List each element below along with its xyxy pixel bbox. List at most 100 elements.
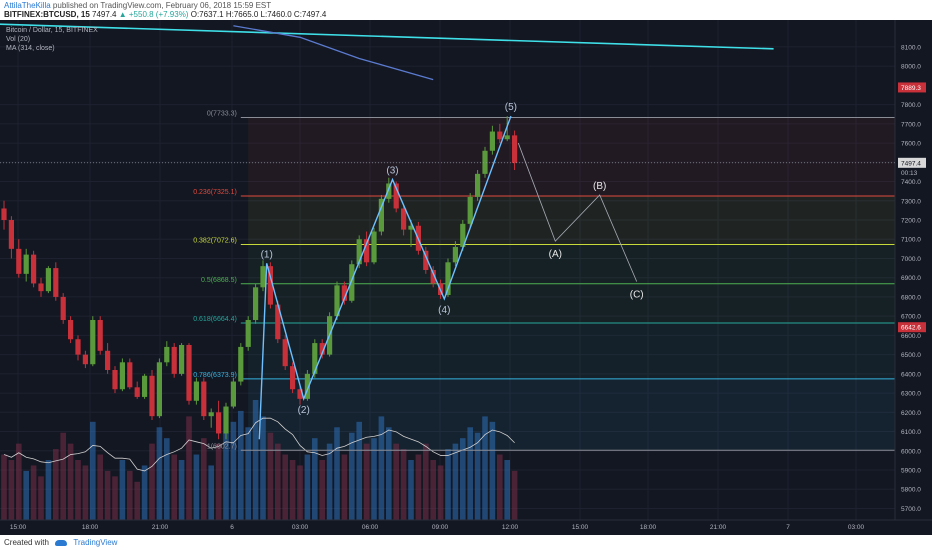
fib-label: 1(6002.7) bbox=[207, 443, 237, 450]
candle-body bbox=[1, 208, 7, 220]
price-tick: 6500.0 bbox=[901, 352, 921, 359]
author-link[interactable]: AttilaTheKilla bbox=[4, 1, 51, 10]
price-chart[interactable]: 0(7733.3) 0.236(7325.1) 0.382(7072.6) 0.5(6… bbox=[0, 20, 932, 535]
price-tick: 6900.0 bbox=[901, 275, 921, 282]
volume-bar bbox=[334, 427, 340, 520]
last-price-tag: 7497.4 bbox=[901, 160, 921, 167]
price-tick: 6600.0 bbox=[901, 333, 921, 340]
price-tick: 7800.0 bbox=[901, 102, 921, 109]
volume-bar bbox=[149, 443, 155, 520]
wave-label: (5) bbox=[505, 102, 517, 113]
volume-bar bbox=[504, 460, 510, 520]
candle-body bbox=[38, 283, 44, 292]
volume-bar bbox=[319, 460, 325, 520]
volume-bar bbox=[289, 460, 296, 520]
time-tick: 7 bbox=[786, 524, 790, 531]
candle-body bbox=[371, 231, 377, 263]
volume-bar bbox=[245, 427, 251, 520]
volume-bar bbox=[452, 443, 459, 520]
candle-body bbox=[378, 198, 384, 232]
volume-bar bbox=[497, 454, 503, 520]
time-tick: 15:00 bbox=[10, 524, 27, 531]
volume-bar bbox=[386, 427, 392, 520]
candle-body bbox=[142, 375, 148, 397]
volume-bar bbox=[45, 460, 52, 520]
time-tick: 03:00 bbox=[848, 524, 865, 531]
volume-bar bbox=[408, 460, 414, 520]
volume-bar bbox=[60, 432, 66, 520]
candle-body bbox=[134, 387, 140, 397]
candle-body bbox=[297, 389, 303, 399]
volume-bar bbox=[16, 443, 22, 520]
volume-bar bbox=[482, 416, 488, 520]
volume-bar bbox=[215, 443, 222, 520]
volume-bar bbox=[67, 443, 74, 520]
wave-label: (3) bbox=[386, 166, 398, 177]
volume-bar bbox=[23, 470, 29, 520]
candle-body bbox=[45, 268, 51, 292]
candle-body bbox=[8, 220, 14, 249]
candle-body bbox=[341, 285, 347, 301]
projection-path bbox=[517, 142, 638, 282]
wave-path bbox=[258, 115, 512, 440]
candle-body bbox=[105, 350, 111, 370]
wave-label: (C) bbox=[630, 289, 644, 300]
footer-bar: Created with TradingView bbox=[0, 535, 932, 550]
wave-label: (4) bbox=[438, 305, 450, 316]
publication-header: AttilaTheKilla published on TradingView.… bbox=[0, 0, 932, 20]
price-tick: 6200.0 bbox=[901, 410, 921, 417]
candle-body bbox=[504, 135, 510, 140]
volume-bar bbox=[134, 481, 140, 520]
candle-body bbox=[245, 320, 251, 347]
ma-line bbox=[233, 25, 434, 81]
volume-bar bbox=[90, 421, 96, 520]
time-tick: 6 bbox=[230, 524, 234, 531]
candle-body bbox=[238, 346, 244, 382]
price-tick: 6100.0 bbox=[901, 429, 921, 436]
fib-zone bbox=[248, 117, 895, 196]
fib-zone bbox=[248, 283, 895, 323]
volume-bar bbox=[171, 454, 177, 520]
volume-bar bbox=[119, 460, 126, 520]
fib-zones bbox=[248, 117, 895, 451]
tradingview-link[interactable]: TradingView bbox=[73, 538, 118, 547]
fib-zone bbox=[248, 244, 895, 284]
publisher-line: AttilaTheKilla published on TradingView.… bbox=[4, 1, 271, 10]
fib-zone bbox=[248, 323, 895, 379]
candle-body bbox=[208, 412, 214, 417]
price-tick: 7300.0 bbox=[901, 198, 921, 205]
candle-body bbox=[75, 339, 81, 355]
candle-body bbox=[127, 362, 133, 388]
time-axis[interactable]: 15:00 18:00 21:00 6 03:00 06:00 09:00 12:00 15:0… bbox=[0, 519, 932, 531]
candle-body bbox=[482, 150, 488, 174]
candle-body bbox=[312, 343, 318, 374]
candle-body bbox=[364, 239, 370, 263]
volume-bar bbox=[460, 438, 466, 520]
candle-body bbox=[445, 262, 451, 295]
candle-body bbox=[290, 366, 296, 390]
candle-body bbox=[82, 354, 88, 365]
volume-bar bbox=[267, 432, 274, 520]
price-axis[interactable]: 5700.0 5800.0 5900.0 6000.0 6100.0 6200.0 6300… bbox=[0, 20, 932, 535]
volume-bar bbox=[275, 443, 281, 520]
price-tick: 6400.0 bbox=[901, 371, 921, 378]
candle-body bbox=[68, 320, 74, 340]
legend-vol: Vol (20) bbox=[6, 36, 31, 43]
volume-bar bbox=[201, 438, 207, 520]
volume-bar bbox=[415, 454, 422, 520]
volume-bar bbox=[304, 454, 311, 520]
volume-bar bbox=[474, 432, 481, 520]
fib-zone bbox=[248, 378, 895, 451]
volume-bar bbox=[104, 470, 111, 520]
volume-bar bbox=[112, 476, 118, 520]
candle-body bbox=[497, 131, 503, 140]
volume-bar bbox=[511, 470, 518, 520]
time-tick: 18:00 bbox=[82, 524, 99, 531]
volume-bar bbox=[371, 438, 377, 520]
price-tick: 5700.0 bbox=[901, 506, 921, 513]
candle-body bbox=[171, 346, 177, 374]
candle-body bbox=[149, 375, 155, 417]
volume-bar bbox=[400, 449, 407, 520]
price-tick: 7700.0 bbox=[901, 121, 921, 128]
price-tick: 7100.0 bbox=[901, 237, 921, 244]
